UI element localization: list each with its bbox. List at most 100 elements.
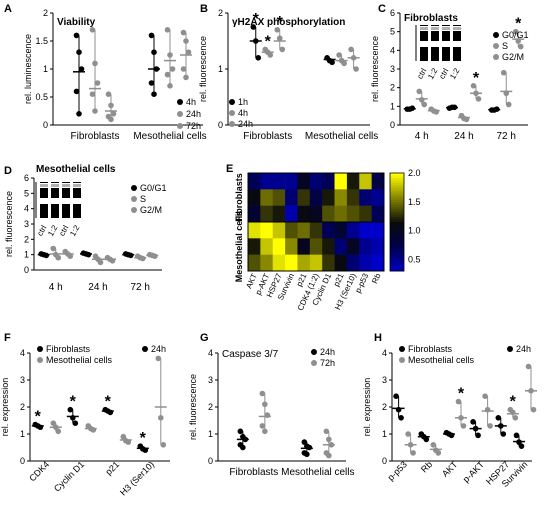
x-tick-label: 72 h [131, 282, 150, 293]
legend-marker [493, 54, 499, 60]
data-point [515, 38, 522, 44]
data-point [107, 409, 114, 416]
data-point [475, 432, 481, 439]
data-point [148, 32, 155, 39]
legend-marker [177, 123, 183, 129]
y-tick-label: 3 [20, 375, 25, 385]
heatmap-cell [334, 173, 348, 190]
x-tick-label: p-p53 [386, 459, 409, 482]
legend-marker [311, 360, 317, 366]
heatmap-cell [272, 222, 286, 239]
panel-label: B [200, 3, 208, 15]
colorbar-segment [390, 263, 404, 267]
data-point [516, 439, 522, 445]
data-point [416, 88, 423, 95]
data-point [410, 450, 416, 456]
data-point [255, 55, 262, 61]
panel-label: A [4, 3, 12, 15]
x-tick-label: 24 h [454, 131, 473, 142]
heatmap-cell [248, 189, 261, 206]
y-tick-label: 0 [218, 120, 223, 130]
y-tick-label: 3 [208, 375, 213, 385]
heatmap-cell [359, 189, 372, 206]
y-tick-label: 4 [382, 348, 387, 358]
y-tick-label: 1 [20, 429, 25, 439]
legend-marker [37, 346, 43, 352]
data-point [180, 66, 187, 72]
data-point [183, 74, 189, 81]
legend-label: Mesothelial cells [46, 355, 113, 365]
data-point [484, 406, 491, 413]
y-tick-label: 4 [24, 204, 29, 214]
y-axis-label: rel. fluorescence [370, 36, 380, 102]
legend-marker [493, 32, 499, 38]
inset-bar-black [442, 47, 450, 61]
data-point [530, 406, 537, 413]
legend-label: G2/M [502, 52, 524, 62]
x-tick-label: Fibroblasts [243, 131, 292, 142]
panel-label: H [374, 332, 382, 344]
heatmap-cell [260, 205, 274, 223]
inset-bar-black [73, 204, 81, 218]
heatmap-cell [309, 173, 323, 190]
data-point [158, 415, 164, 421]
heatmap-cell [285, 238, 298, 255]
heatmap-cell [322, 189, 335, 206]
data-point [76, 111, 82, 117]
data-point [500, 69, 507, 76]
inset-label-ratio: 1:2 [448, 66, 462, 81]
heatmap-cell [334, 189, 348, 206]
heatmap-cell [322, 238, 335, 255]
data-point [301, 439, 308, 445]
heatmap-cell [346, 205, 360, 223]
data-point [470, 419, 476, 425]
data-point [435, 450, 442, 456]
timepoint-marker [507, 346, 513, 352]
data-point [70, 415, 76, 421]
data-point [164, 71, 171, 78]
y-tick-label: 5 [24, 188, 29, 198]
significance-star: * [105, 394, 112, 411]
data-point [67, 406, 74, 413]
heatmap-cell [346, 254, 360, 272]
data-point [498, 423, 504, 429]
inset-bar-black [420, 47, 428, 61]
data-point [55, 254, 62, 261]
data-point [180, 29, 187, 36]
data-point [348, 46, 354, 53]
heatmap-cell [359, 205, 372, 223]
panel-label: D [4, 165, 12, 177]
heatmap-cell [322, 222, 335, 239]
colorbar-segment [390, 185, 404, 189]
significance-star: * [35, 409, 42, 426]
heatmap-cell [371, 189, 385, 206]
panel-title: Mesothelial cells [36, 164, 116, 175]
heatmap-cell [309, 205, 323, 223]
colorbar-segment [390, 187, 404, 191]
significance-star: * [70, 394, 77, 411]
heatmap-cell [297, 173, 311, 190]
data-point [169, 66, 176, 72]
x-tick-label: 4 h [415, 131, 429, 142]
legend-label: Fibroblasts [408, 344, 453, 354]
inset-bar-black [453, 47, 461, 61]
data-point [55, 428, 62, 435]
y-tick-label: 1 [390, 101, 395, 111]
data-point [185, 49, 192, 55]
data-point [97, 259, 104, 266]
inset-label-ctrl: ctrl [57, 224, 70, 238]
data-point [341, 60, 347, 67]
significance-star: * [510, 394, 517, 411]
heatmap-cell [359, 254, 372, 272]
x-tick-label: Fibroblasts [229, 467, 278, 478]
inset-bar-black [442, 25, 450, 41]
x-tick-label: Mesothelial cells [305, 131, 378, 142]
heatmap-cell [297, 189, 311, 206]
data-point [393, 393, 399, 400]
inset-bar-black [431, 47, 439, 61]
inset-bar-black [51, 204, 59, 218]
y-tick-label: 2 [24, 234, 29, 244]
legend-marker [229, 99, 235, 105]
y-tick-label: 2 [20, 402, 25, 412]
data-point [421, 101, 428, 108]
